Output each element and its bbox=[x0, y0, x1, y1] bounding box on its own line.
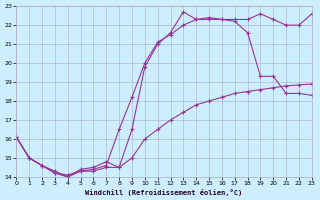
X-axis label: Windchill (Refroidissement éolien,°C): Windchill (Refroidissement éolien,°C) bbox=[85, 189, 243, 196]
